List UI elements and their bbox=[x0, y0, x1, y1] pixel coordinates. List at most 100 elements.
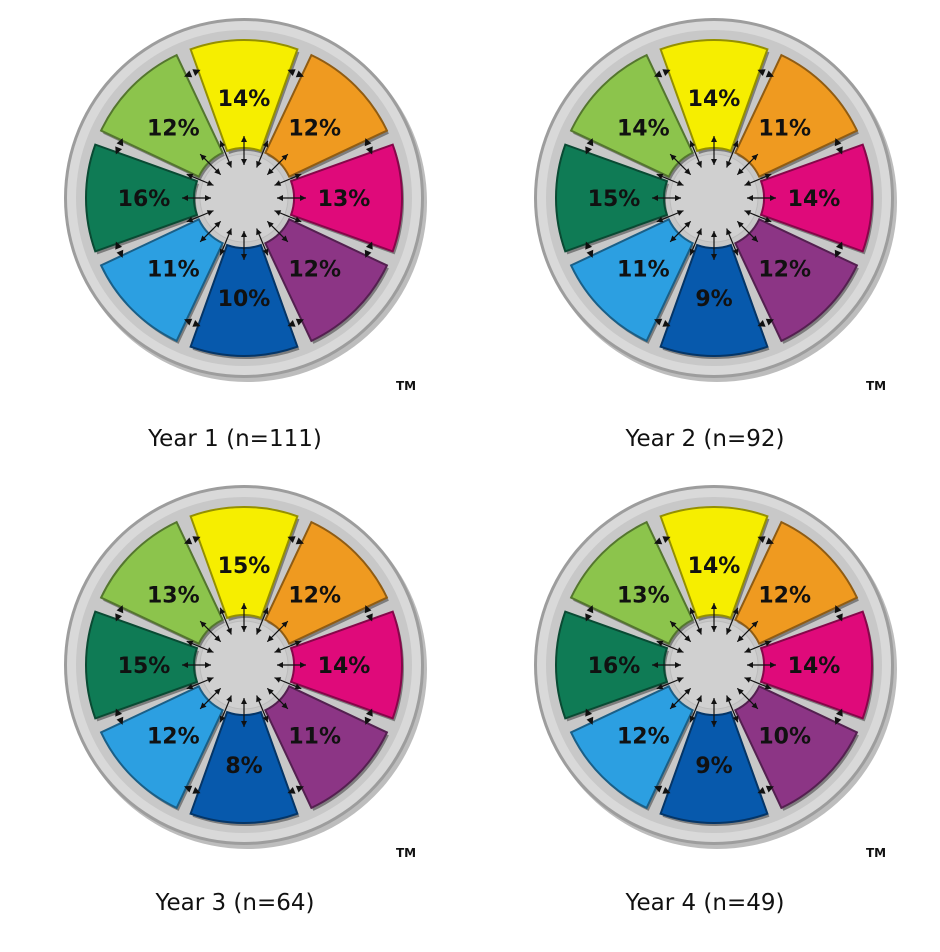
rim-arrow bbox=[585, 138, 594, 155]
wheel-segment bbox=[189, 506, 299, 620]
caption-year-4: Year 4 (n=49) bbox=[625, 890, 785, 916]
segment-label: 14% bbox=[617, 116, 670, 141]
hub-arrow bbox=[689, 140, 702, 168]
wheel-segment bbox=[569, 684, 695, 810]
rim-arrow bbox=[654, 536, 671, 545]
hub-arrow bbox=[256, 695, 269, 723]
wheel-segment bbox=[569, 53, 695, 179]
rim-arrow bbox=[757, 69, 774, 78]
rim-arrow bbox=[585, 241, 594, 258]
hub-arrow bbox=[711, 698, 717, 727]
segment-label: 12% bbox=[758, 258, 811, 283]
rim-arrow bbox=[834, 138, 843, 155]
segment-label: 14% bbox=[688, 554, 741, 579]
hub-arrow bbox=[186, 640, 214, 653]
hub-arrow bbox=[726, 140, 739, 168]
hub-arrow bbox=[241, 603, 247, 632]
segment-label: 14% bbox=[318, 654, 371, 679]
hub-arrow bbox=[200, 688, 221, 709]
segment-label: 13% bbox=[318, 187, 371, 212]
hub-arrow bbox=[274, 640, 302, 653]
hub-arrow bbox=[267, 154, 288, 175]
wheel-segment bbox=[85, 610, 199, 720]
hub-arrow bbox=[656, 173, 684, 186]
rim-arrow bbox=[654, 318, 671, 327]
hub-arrow bbox=[711, 603, 717, 632]
wheel-panel-year-1: 14% 12% 13% 12% 10% 11% 16% 12% TM Year 1 (n=111… bbox=[0, 0, 470, 476]
hub-arrow bbox=[670, 688, 691, 709]
rim-arrow bbox=[287, 536, 304, 545]
rim-arrow bbox=[287, 69, 304, 78]
wheel-segment bbox=[289, 143, 403, 253]
wheel-segment bbox=[733, 217, 859, 343]
hub-arrow bbox=[737, 221, 758, 242]
rim-arrow bbox=[364, 241, 373, 258]
segment-label: 12% bbox=[288, 116, 341, 141]
wheel-chart-year-1: 14% 12% 13% 12% 10% 11% 16% 12% TM bbox=[64, 18, 427, 393]
hub-arrow bbox=[267, 688, 288, 709]
segment-label: 11% bbox=[758, 116, 811, 141]
wheel-segment bbox=[85, 143, 199, 253]
segment-label: 15% bbox=[118, 654, 171, 679]
wheel-segment bbox=[263, 217, 389, 343]
hub-arrow bbox=[652, 195, 681, 201]
segment-label: 12% bbox=[288, 258, 341, 283]
wheel-segment bbox=[659, 710, 769, 824]
hub-arrow bbox=[186, 210, 214, 223]
segment-label: 12% bbox=[617, 725, 670, 750]
segment-label: 12% bbox=[147, 725, 200, 750]
hub-arrow bbox=[744, 640, 772, 653]
rim-arrow bbox=[184, 69, 201, 78]
wheel-chart-year-3: 15% 12% 14% 11% 8% 12% 15% 13% TM bbox=[64, 485, 427, 860]
hub-arrow bbox=[744, 173, 772, 186]
wheel-segment bbox=[189, 243, 299, 357]
segment-label: 15% bbox=[218, 554, 271, 579]
segment-label: 10% bbox=[218, 287, 271, 312]
wheel-segment bbox=[263, 520, 389, 646]
segment-label: 9% bbox=[695, 287, 732, 312]
hub-arrow bbox=[656, 640, 684, 653]
wheel-chart-year-4: 14% 12% 14% 10% 9% 12% 16% 13% TM bbox=[534, 485, 897, 860]
hub-arrow bbox=[737, 688, 758, 709]
hub-arrow bbox=[726, 607, 739, 635]
rim-arrow bbox=[115, 708, 124, 725]
rim-arrow bbox=[115, 138, 124, 155]
hub-arrow bbox=[656, 677, 684, 690]
wheel-segment bbox=[99, 53, 225, 179]
segment-label: 14% bbox=[688, 87, 741, 112]
wheel-segment bbox=[289, 610, 403, 720]
rim-arrow bbox=[757, 536, 774, 545]
rim-arrow bbox=[184, 318, 201, 327]
wheel-segment bbox=[659, 243, 769, 357]
hub-arrow bbox=[689, 695, 702, 723]
wheel-segment bbox=[263, 53, 389, 179]
segment-label: 12% bbox=[147, 116, 200, 141]
caption-year-3: Year 3 (n=64) bbox=[155, 890, 315, 916]
segment-label: 16% bbox=[118, 187, 171, 212]
hub-arrow bbox=[689, 228, 702, 256]
rim-arrow bbox=[184, 536, 201, 545]
wheel-segment bbox=[759, 610, 873, 720]
hub-arrow bbox=[182, 662, 211, 668]
wheel-segment bbox=[555, 610, 669, 720]
hub-arrow bbox=[241, 231, 247, 260]
hub-arrow bbox=[241, 698, 247, 727]
segment-label: 16% bbox=[588, 654, 641, 679]
hub-arrow bbox=[219, 607, 232, 635]
segment-label: 8% bbox=[225, 754, 262, 779]
hub-arrow bbox=[267, 221, 288, 242]
segment-label: 10% bbox=[758, 725, 811, 750]
wheel-panel-year-2: 14% 11% 14% 12% 9% 11% 15% 14% TM Year 2 (n=92) bbox=[470, 0, 940, 476]
rim-arrow bbox=[184, 785, 201, 794]
rim-arrow bbox=[364, 605, 373, 622]
wheel-segment bbox=[659, 506, 769, 620]
hub-arrow bbox=[652, 662, 681, 668]
segment-label: 14% bbox=[218, 87, 271, 112]
rim-arrow bbox=[585, 708, 594, 725]
wheel-segment bbox=[99, 217, 225, 343]
segment-label: 13% bbox=[617, 583, 670, 608]
rim-arrow bbox=[757, 318, 774, 327]
hub-arrow bbox=[274, 210, 302, 223]
rim-arrow bbox=[364, 708, 373, 725]
wheel-panel-year-4: 14% 12% 14% 10% 9% 12% 16% 13% TM Year 4 (n=49) bbox=[470, 476, 940, 952]
